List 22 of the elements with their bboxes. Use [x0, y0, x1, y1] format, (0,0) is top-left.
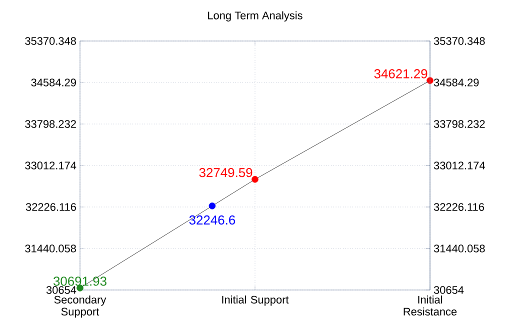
y-tick-label: 34584.29	[31, 78, 76, 86]
data-label: 34621.29	[374, 69, 428, 78]
y-tick-label: 35370.348	[25, 37, 76, 45]
y-tick-label: 33012.174	[25, 162, 76, 170]
x-tick-label: Initial Support	[222, 296, 289, 306]
y-tick-label: 30654	[46, 286, 76, 294]
y2-tick-label: 30654	[434, 286, 464, 294]
y-tick-label: 32226.116	[26, 203, 76, 211]
y2-tick-label: 34584.29	[434, 78, 479, 86]
x-tick-label: Initial Resistance	[404, 296, 457, 316]
y2-tick-label: 33798.232	[434, 120, 485, 128]
annotation: 32246.6	[189, 215, 236, 225]
y2-tick-label: 32226.116	[434, 203, 484, 211]
x-tick-label: Secondary Support	[54, 296, 106, 318]
point	[252, 176, 258, 183]
y-tick-label: 31440.058	[25, 244, 76, 252]
chart-title: Long Term Analysis	[208, 11, 302, 22]
y2-tick-label: 33012.174	[434, 162, 485, 170]
y2-tick-label: 35370.348	[434, 37, 485, 45]
data-label: 32749.59	[199, 168, 252, 178]
y-tick-label: 33798.232	[25, 120, 76, 128]
y2-tick-label: 31440.058	[434, 244, 485, 252]
